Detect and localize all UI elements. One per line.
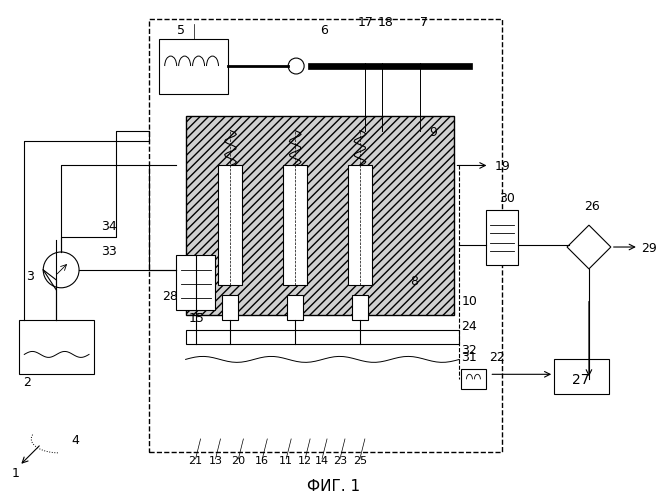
Text: 20: 20 bbox=[231, 456, 246, 466]
Bar bbox=[352, 294, 368, 320]
Text: 25: 25 bbox=[353, 456, 367, 466]
Text: 15: 15 bbox=[189, 312, 205, 324]
Text: 8: 8 bbox=[409, 275, 417, 288]
Text: 30: 30 bbox=[499, 192, 515, 205]
Text: 19: 19 bbox=[494, 160, 510, 173]
Bar bbox=[348, 166, 372, 285]
Text: 10: 10 bbox=[462, 294, 478, 308]
Bar bbox=[19, 320, 94, 374]
Text: 23: 23 bbox=[333, 456, 347, 466]
Text: 4: 4 bbox=[71, 434, 79, 447]
Text: 11: 11 bbox=[279, 456, 293, 466]
Text: 3: 3 bbox=[26, 270, 34, 283]
Text: 21: 21 bbox=[189, 456, 203, 466]
Text: 12: 12 bbox=[298, 456, 312, 466]
Bar bbox=[159, 39, 228, 94]
Text: 27: 27 bbox=[572, 374, 589, 388]
Bar bbox=[176, 255, 215, 310]
Text: 14: 14 bbox=[315, 456, 329, 466]
Bar bbox=[219, 166, 242, 285]
Text: 29: 29 bbox=[641, 242, 656, 255]
Text: 13: 13 bbox=[209, 456, 223, 466]
Text: 6: 6 bbox=[320, 24, 328, 37]
Text: 31: 31 bbox=[462, 352, 477, 364]
Text: 32: 32 bbox=[462, 344, 477, 358]
Text: 17: 17 bbox=[358, 16, 374, 29]
Text: 34: 34 bbox=[101, 220, 116, 233]
Text: 7: 7 bbox=[419, 16, 427, 29]
Text: 26: 26 bbox=[584, 200, 599, 213]
Text: 24: 24 bbox=[462, 320, 477, 332]
Bar bbox=[462, 370, 486, 389]
Text: ФИГ. 1: ФИГ. 1 bbox=[308, 479, 361, 494]
Bar bbox=[223, 294, 238, 320]
Text: 33: 33 bbox=[101, 245, 116, 258]
Bar bbox=[149, 20, 502, 452]
Bar bbox=[554, 360, 609, 394]
Bar bbox=[486, 210, 518, 265]
Text: 18: 18 bbox=[378, 16, 393, 29]
Text: 28: 28 bbox=[162, 290, 177, 302]
Text: 16: 16 bbox=[256, 456, 270, 466]
Text: 5: 5 bbox=[177, 24, 185, 37]
Text: 2: 2 bbox=[23, 376, 31, 389]
Bar bbox=[283, 166, 307, 285]
Text: 1: 1 bbox=[11, 466, 19, 479]
Bar bbox=[185, 330, 460, 344]
Bar bbox=[185, 116, 454, 314]
Bar bbox=[287, 294, 303, 320]
Text: 9: 9 bbox=[429, 126, 438, 138]
Text: 22: 22 bbox=[489, 352, 505, 364]
Bar bbox=[308, 63, 472, 69]
